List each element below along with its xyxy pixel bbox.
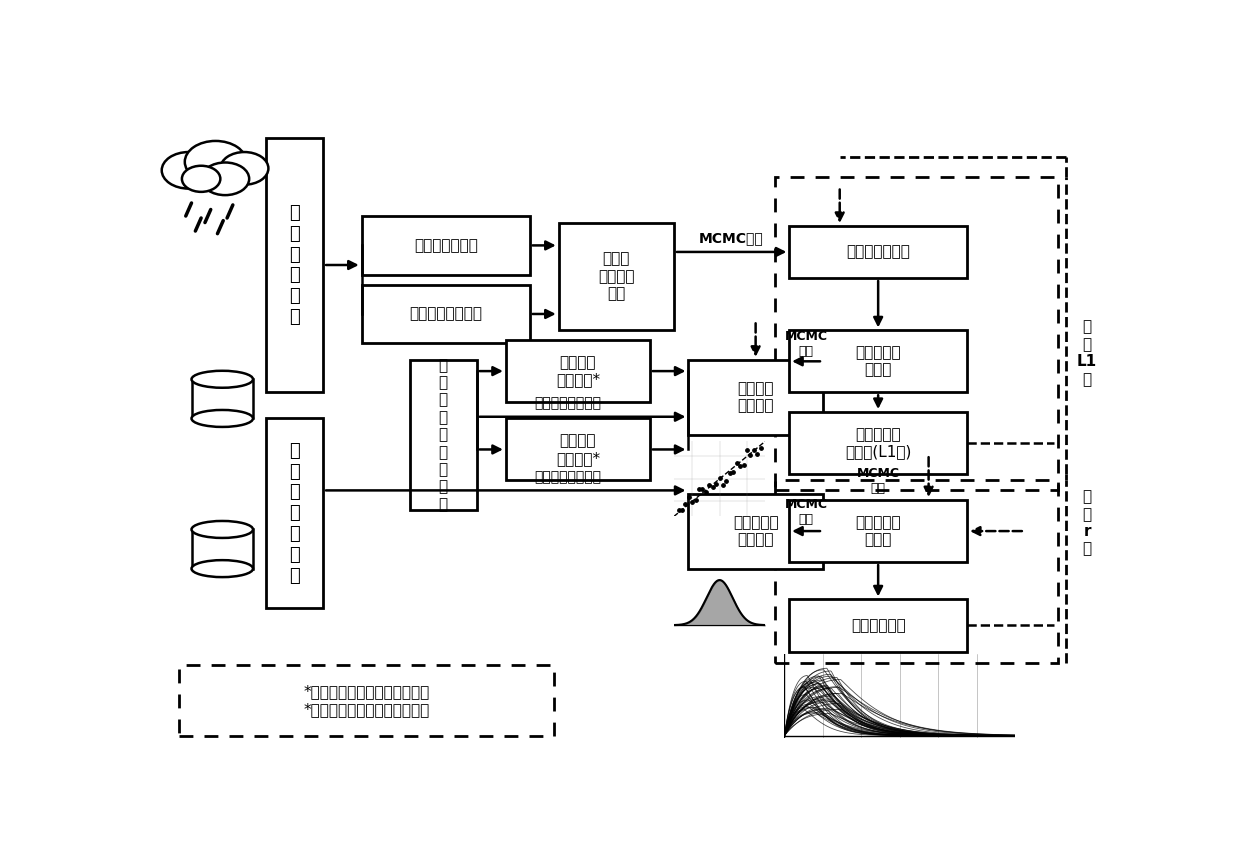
FancyBboxPatch shape xyxy=(362,285,529,343)
Ellipse shape xyxy=(191,521,253,538)
FancyBboxPatch shape xyxy=(506,340,650,402)
FancyBboxPatch shape xyxy=(789,412,967,474)
FancyBboxPatch shape xyxy=(688,360,823,435)
Text: MCMC
采样: MCMC 采样 xyxy=(785,330,827,358)
Text: MCMC
采样: MCMC 采样 xyxy=(785,498,827,526)
Text: *最优参数为多场洪水率定结果
*次优参数为单场洪水率定结果: *最优参数为多场洪水率定结果 *次优参数为单场洪水率定结果 xyxy=(304,684,429,717)
Text: 面雨量
概率分布
特征: 面雨量 概率分布 特征 xyxy=(598,252,635,301)
FancyBboxPatch shape xyxy=(265,418,324,608)
Circle shape xyxy=(185,141,247,182)
Ellipse shape xyxy=(191,410,253,427)
Circle shape xyxy=(182,165,221,192)
Text: 率定模型
最优参数*: 率定模型 最优参数* xyxy=(556,433,600,466)
FancyBboxPatch shape xyxy=(688,494,823,569)
Text: MCMC
采样: MCMC 采样 xyxy=(857,467,900,495)
Text: 历
史
预
报
流
量
值: 历 史 预 报 流 量 值 xyxy=(289,442,300,584)
Text: 随机预报流
量过程(L1组): 随机预报流 量过程(L1组) xyxy=(844,427,911,459)
FancyBboxPatch shape xyxy=(789,600,967,651)
Text: 历史观测流量系列: 历史观测流量系列 xyxy=(534,396,601,410)
Circle shape xyxy=(161,152,216,188)
FancyBboxPatch shape xyxy=(265,137,324,393)
Text: 模型参数
概率分布: 模型参数 概率分布 xyxy=(738,381,774,414)
Text: 模型相对最
优的概率: 模型相对最 优的概率 xyxy=(733,515,779,547)
Text: MCMC采样: MCMC采样 xyxy=(699,232,764,245)
FancyBboxPatch shape xyxy=(409,360,477,510)
Text: 面
雨
量
观
测
值: 面 雨 量 观 测 值 xyxy=(289,204,300,326)
Circle shape xyxy=(221,152,268,185)
Bar xyxy=(191,379,253,418)
FancyBboxPatch shape xyxy=(558,222,675,330)
FancyBboxPatch shape xyxy=(789,226,967,278)
Text: 重
复
r
次: 重 复 r 次 xyxy=(1083,489,1091,556)
Circle shape xyxy=(201,163,249,195)
FancyBboxPatch shape xyxy=(789,500,967,562)
Text: 随机生成模
型参数: 随机生成模 型参数 xyxy=(856,345,901,377)
Text: 不完备雨量监测站: 不完备雨量监测站 xyxy=(409,306,482,321)
Text: 历史预报流量系列: 历史预报流量系列 xyxy=(534,470,601,484)
Text: 完备雨量监测站: 完备雨量监测站 xyxy=(414,238,477,253)
Bar xyxy=(191,529,253,569)
Text: 历
史
观
测
降
雨
流
量
值: 历 史 观 测 降 雨 流 量 值 xyxy=(439,358,448,512)
Ellipse shape xyxy=(191,561,253,577)
FancyBboxPatch shape xyxy=(506,418,650,481)
FancyBboxPatch shape xyxy=(179,665,554,736)
FancyBboxPatch shape xyxy=(789,330,967,393)
Ellipse shape xyxy=(191,371,253,388)
Text: 随机面雨量序列: 随机面雨量序列 xyxy=(846,244,910,259)
Text: 随机筛选最
优模型: 随机筛选最 优模型 xyxy=(856,515,901,547)
Text: 重
复
L1
次: 重 复 L1 次 xyxy=(1078,320,1097,387)
Text: 预报流量序列: 预报流量序列 xyxy=(851,618,905,633)
Text: 逐场率定
次优参数*: 逐场率定 次优参数* xyxy=(556,355,600,388)
FancyBboxPatch shape xyxy=(362,216,529,275)
